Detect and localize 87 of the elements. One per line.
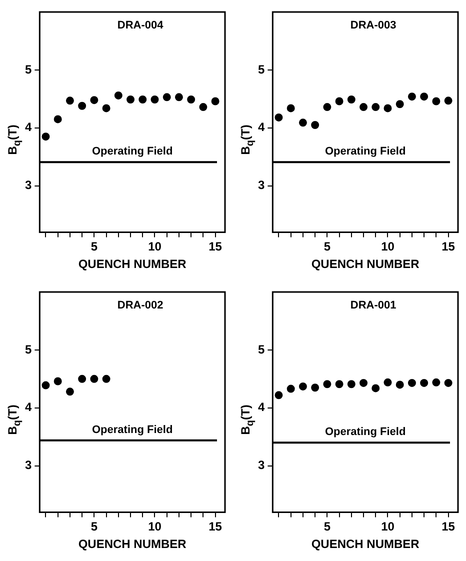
x-tick-label: 10 xyxy=(381,240,395,254)
y-tick-label: 5 xyxy=(258,342,265,356)
point xyxy=(372,103,380,112)
point xyxy=(138,96,147,104)
point xyxy=(396,380,404,389)
point xyxy=(420,92,428,101)
x-tick-label: 10 xyxy=(148,240,162,254)
point xyxy=(126,96,135,104)
y-tick-label: 5 xyxy=(24,342,32,356)
point xyxy=(187,96,196,104)
point xyxy=(408,378,416,387)
point xyxy=(298,118,307,127)
point xyxy=(90,96,98,104)
point xyxy=(174,93,183,102)
point xyxy=(42,132,50,141)
y-tick-label: 4 xyxy=(258,120,265,134)
x-tick-label: 5 xyxy=(90,240,98,254)
point xyxy=(150,96,159,104)
y-tick-label: 3 xyxy=(258,458,265,472)
x-tick-label: 5 xyxy=(324,520,331,534)
x-tick-label: 10 xyxy=(381,520,395,534)
point xyxy=(66,388,74,396)
point xyxy=(42,381,50,390)
x-tick-label: 5 xyxy=(90,520,98,534)
x-axis-title: QUENCH NUMBER xyxy=(311,537,420,552)
point xyxy=(54,115,62,124)
ref-line-label: Operating Field xyxy=(324,146,406,158)
point xyxy=(396,100,404,108)
point xyxy=(335,380,344,388)
point xyxy=(102,104,110,112)
point xyxy=(78,374,86,383)
y-tick-label: 5 xyxy=(24,62,32,76)
point xyxy=(162,93,171,102)
x-tick-label: 15 xyxy=(208,520,222,534)
point xyxy=(66,96,74,105)
y-tick-label: 4 xyxy=(24,400,32,414)
text: DRA-002 xyxy=(117,300,164,312)
x-tick-label: 5 xyxy=(324,240,331,254)
point xyxy=(114,91,122,100)
point xyxy=(420,378,428,387)
point xyxy=(54,377,62,386)
y-tick-label: 3 xyxy=(258,178,265,192)
point xyxy=(286,104,295,112)
point xyxy=(199,103,208,112)
point xyxy=(335,97,344,106)
ref-line-label: Operating Field xyxy=(92,146,173,158)
point xyxy=(384,104,392,112)
ref-line-label: Operating Field xyxy=(92,424,173,436)
x-tick-label: 15 xyxy=(442,520,456,534)
point xyxy=(286,384,295,393)
point xyxy=(311,121,320,129)
point xyxy=(347,96,356,104)
y-tick-label: 4 xyxy=(24,120,32,134)
point xyxy=(78,102,86,110)
point xyxy=(274,113,283,122)
x-tick-label: 10 xyxy=(148,520,162,534)
y-tick-label: 3 xyxy=(24,178,32,192)
point xyxy=(360,103,368,112)
point xyxy=(323,380,332,388)
point xyxy=(432,378,440,386)
point xyxy=(444,96,452,105)
point xyxy=(347,380,356,388)
point xyxy=(444,378,452,387)
x-axis-title: QUENCH NUMBER xyxy=(311,257,420,272)
text: DRA-001 xyxy=(350,300,396,312)
point xyxy=(274,391,283,400)
ref-line-label: Operating Field xyxy=(324,426,406,438)
y-tick-label: 5 xyxy=(258,62,265,76)
text: DRA-004 xyxy=(117,20,164,32)
point xyxy=(298,382,307,390)
point xyxy=(432,97,440,106)
point xyxy=(323,103,332,112)
y-tick-label: 4 xyxy=(258,400,265,414)
point xyxy=(384,378,392,386)
text: DRA-003 xyxy=(350,20,396,32)
x-tick-label: 15 xyxy=(208,240,222,254)
point xyxy=(90,374,98,383)
y-tick-label: 3 xyxy=(24,458,32,472)
point xyxy=(372,384,380,392)
point xyxy=(360,378,368,387)
x-axis-title: QUENCH NUMBER xyxy=(78,257,187,272)
point xyxy=(211,97,220,106)
point xyxy=(102,374,110,383)
x-axis-title: QUENCH NUMBER xyxy=(78,537,187,552)
point xyxy=(408,92,416,101)
x-tick-label: 15 xyxy=(442,240,456,254)
point xyxy=(311,384,320,392)
